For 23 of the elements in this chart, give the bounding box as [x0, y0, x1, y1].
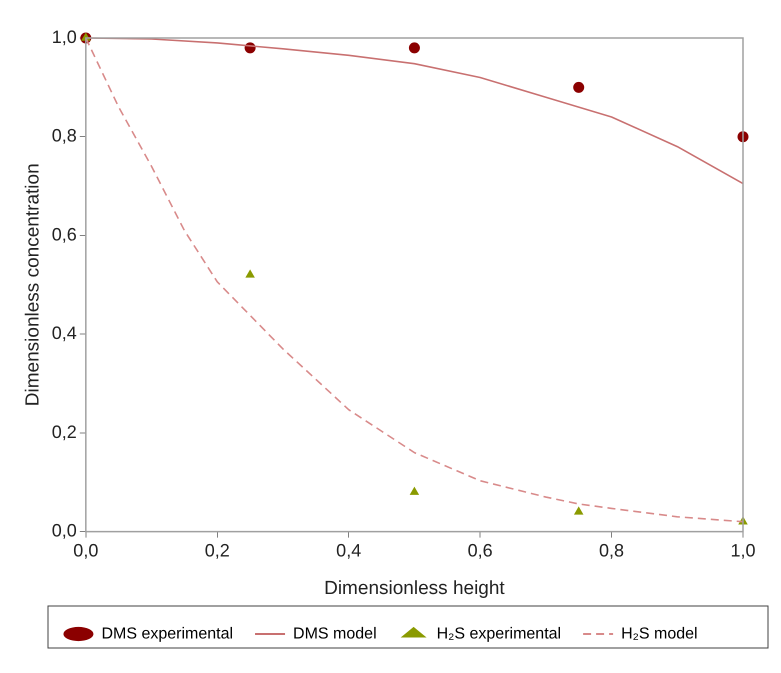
x-tick-label: 0,6 [468, 540, 493, 560]
legend-label: H₂S model [621, 625, 698, 642]
x-tick-label: 0,8 [599, 540, 624, 560]
x-tick-label: 0,0 [73, 540, 98, 560]
legend-label: H₂S experimental [436, 625, 562, 642]
point [573, 82, 584, 93]
point [408, 42, 420, 54]
x-tick-label: 0,2 [204, 540, 230, 560]
x-tick-label: 1,0 [730, 540, 756, 560]
y-tick-label: 1,0 [52, 26, 77, 47]
point [245, 269, 255, 278]
point [574, 506, 584, 515]
x-tick-label: 0,4 [336, 540, 362, 560]
y-tick-label: 0,6 [52, 224, 77, 244]
y-tick-label: 0,2 [52, 422, 77, 442]
legend-label: DMS experimental [101, 625, 234, 642]
y-tick-label: 0,8 [52, 126, 77, 146]
y-axis-title: Dimensionless concentration [22, 163, 44, 406]
point [410, 486, 420, 495]
legend-label: DMS model [293, 625, 377, 642]
y-tick-label: 0,4 [52, 323, 77, 344]
y-tick-label: 0,0 [52, 520, 77, 541]
x-axis-title: Dimensionless height [324, 578, 506, 599]
